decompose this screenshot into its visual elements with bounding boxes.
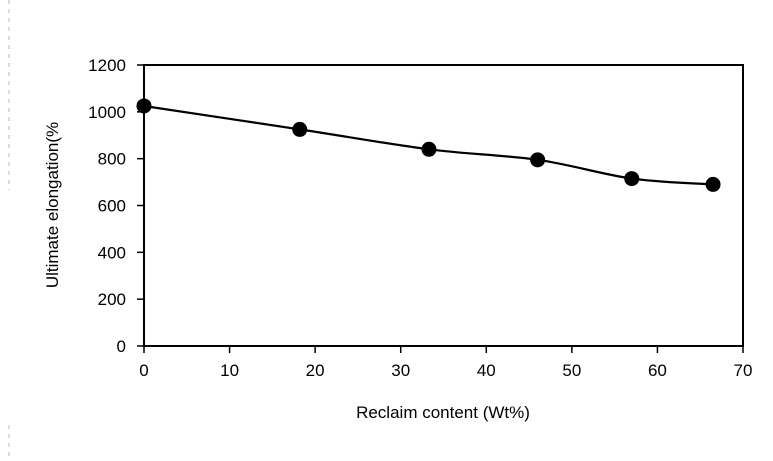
data-point [421,141,437,157]
x-tick-label: 10 [220,361,239,380]
data-point [136,98,152,114]
x-tick-label: 70 [734,361,753,380]
data-point [624,171,640,187]
x-tick-label: 0 [139,361,148,380]
y-tick-label: 0 [117,337,126,356]
x-tick-label: 30 [391,361,410,380]
x-axis-title: Reclaim content (Wt%) [356,403,530,422]
y-tick-label: 200 [98,290,126,309]
x-tick-label: 50 [562,361,581,380]
data-point [705,176,721,192]
y-axis-title: Ultimate elongation(% [43,122,62,288]
plot-area [143,64,744,347]
y-tick-label: 400 [98,243,126,262]
x-tick-label: 40 [477,361,496,380]
series-layer [136,98,721,192]
x-axis-ticks: 0 10 20 30 40 50 60 70 [139,346,752,380]
x-tick-label: 20 [306,361,325,380]
y-tick-label: 1200 [88,56,126,75]
y-tick-label: 1000 [88,103,126,122]
x-tick-label: 60 [648,361,667,380]
y-axis-ticks: 0 200 400 600 800 1000 1200 [88,56,144,356]
data-point [292,121,308,137]
data-point [530,152,546,168]
y-tick-label: 800 [98,150,126,169]
y-tick-label: 600 [98,197,126,216]
